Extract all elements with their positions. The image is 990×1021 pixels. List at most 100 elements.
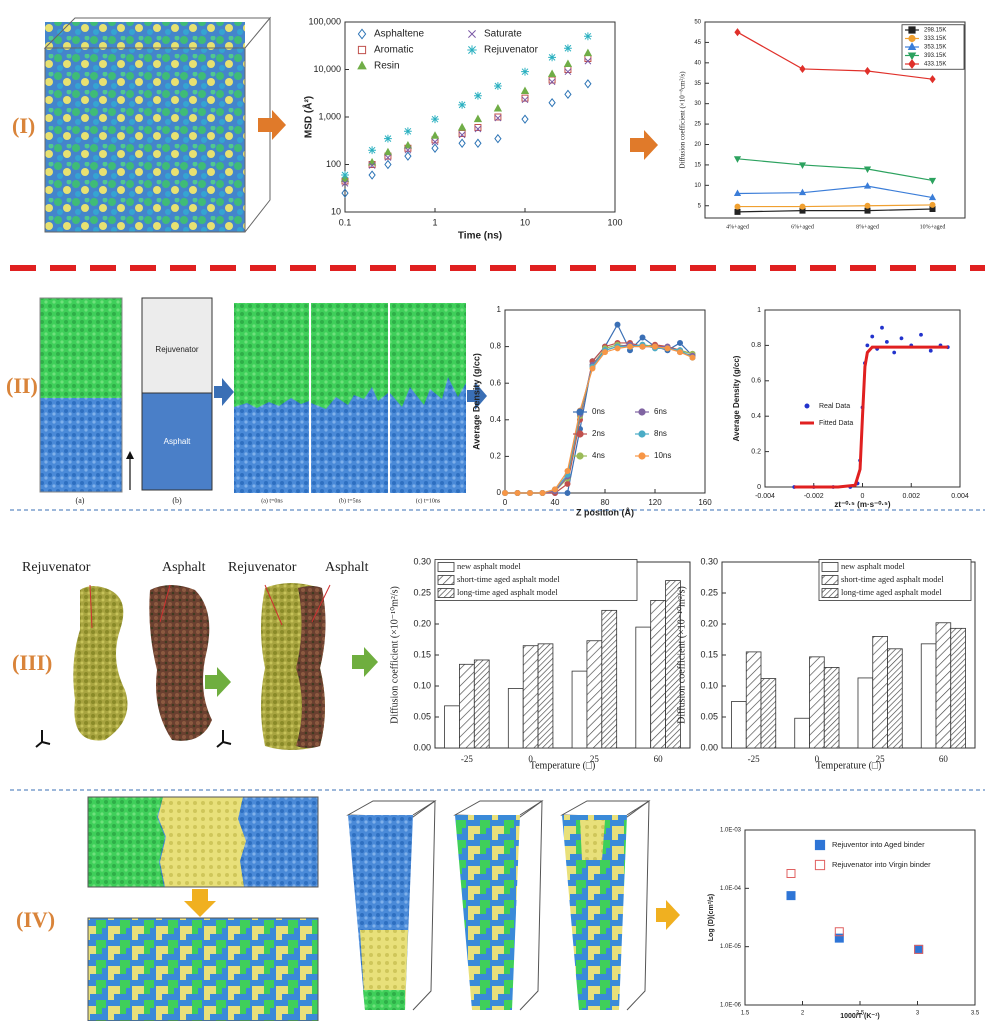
data-point: [614, 345, 621, 352]
data-point: [404, 146, 412, 154]
data-point: [527, 490, 534, 496]
data-point: [493, 103, 503, 112]
bar: [459, 663, 475, 749]
legend-swatch: [576, 430, 584, 438]
data-point: [458, 129, 466, 137]
panel-label: (IV): [16, 907, 55, 932]
data-point: [384, 154, 392, 161]
legend-label: Rejuvenator: [484, 45, 539, 56]
y-tick-label: 0: [497, 488, 502, 497]
data-point: [627, 343, 634, 350]
y-tick-label: 0.00: [413, 742, 431, 752]
x-tick-label: 120: [648, 498, 662, 507]
caption: (b): [172, 496, 182, 505]
data-point: [458, 131, 466, 139]
legend-swatch: [907, 52, 917, 61]
data-point: [521, 96, 529, 104]
y-tick-label: 0.20: [700, 618, 718, 628]
x-tick-label: 160: [698, 498, 712, 507]
data-point: [384, 159, 392, 170]
data-point: [864, 202, 871, 209]
y-tick-label: 45: [694, 40, 701, 46]
legend-box: [818, 559, 972, 601]
legend-swatch: [576, 408, 584, 416]
y-tick-label: 0.6: [490, 378, 502, 387]
y-tick-label: 0.05: [700, 711, 718, 721]
x-tick-label: 0: [861, 493, 865, 500]
data-point: [864, 207, 871, 214]
y-tick-label: 1.0E-03: [720, 828, 742, 834]
md-slabs: [35, 583, 331, 750]
legend-swatch: [468, 30, 476, 38]
plot-frame: [504, 309, 706, 494]
data-point: [564, 44, 572, 53]
data-point: [864, 66, 871, 76]
x-tick-label: 60: [939, 754, 949, 764]
data-point: [589, 365, 596, 372]
y-tick-label: 0.4: [751, 413, 761, 420]
data-point: [786, 891, 796, 901]
series-line: [505, 344, 693, 494]
arrow: [467, 382, 487, 410]
molecule-label: Rejuvenator: [22, 560, 91, 575]
data-point: [584, 32, 592, 41]
bar: [444, 705, 460, 749]
chart: 0.00 0.05 0.10 0.15 0.20 0.25 0.30 -25 0 25 60 Temp…: [389, 556, 691, 771]
x-tick-label: 0.002: [902, 493, 920, 500]
data-point: [564, 480, 571, 487]
series-line: [505, 344, 693, 494]
legend-label: Rejuventor into Aged binder: [832, 840, 925, 849]
x-tick-label: 40: [551, 498, 560, 507]
series-line: [737, 185, 933, 199]
y-tick-label: 0.8: [751, 342, 761, 349]
md-layers: [87, 796, 319, 1021]
legend-label: long-time aged asphalt model: [841, 587, 942, 597]
data-point: [548, 76, 556, 84]
y-tick-label: 1: [497, 305, 502, 314]
data-point: [798, 188, 807, 196]
y-tick-label: 0.30: [413, 556, 431, 566]
data-point: [548, 78, 556, 86]
data-point: [564, 468, 571, 475]
series-line: [737, 158, 933, 182]
y-axis-label: Average Density (g/cc): [732, 355, 741, 441]
y-tick-label: 15: [694, 162, 701, 168]
data-point: [383, 147, 393, 156]
molecule-label: Asphalt: [325, 560, 369, 575]
data-point: [564, 490, 571, 496]
legend-label: Fitted Data: [819, 420, 853, 427]
bar: [650, 600, 666, 749]
y-tick-label: 0.2: [490, 452, 502, 461]
legend-label: 433.15K: [924, 62, 946, 68]
x-tick-label: 100: [607, 217, 622, 227]
legend-label: 10ns: [654, 451, 671, 460]
legend-label: 298.15K: [924, 28, 946, 34]
legend-swatch: [437, 588, 455, 598]
data-point: [514, 490, 521, 496]
caption: (c) t=10ns: [416, 497, 441, 504]
y-tick-label: 0.15: [700, 649, 718, 659]
y-tick-label: 1.0E-04: [720, 886, 742, 892]
legend-label: Resin: [374, 61, 400, 72]
data-point: [564, 89, 572, 100]
x-tick-label: 8%+aged: [856, 224, 879, 230]
legend-swatch: [907, 42, 917, 50]
data-point: [639, 334, 646, 341]
series-line: [737, 208, 933, 213]
legend-label: 393.15K: [924, 53, 946, 59]
x-tick-label: 0.1: [339, 217, 352, 227]
legend-swatch: [821, 575, 839, 585]
bar: [794, 717, 810, 749]
x-axis-label: Temperature (□): [816, 760, 882, 771]
data-point: [458, 100, 466, 109]
series-line: [737, 204, 933, 208]
legend-label: 4ns: [592, 451, 605, 460]
x-tick-label: 1: [432, 217, 437, 227]
series-line: [505, 344, 693, 494]
bar: [935, 622, 952, 749]
legend-label: Saturate: [484, 29, 522, 40]
panel-label: (III): [12, 650, 52, 675]
legend-label: Rejuvenator into Virgin binder: [832, 860, 931, 869]
legend-swatch: [638, 430, 646, 438]
y-axis-label: Log (D)(cm²/s): [708, 894, 715, 941]
